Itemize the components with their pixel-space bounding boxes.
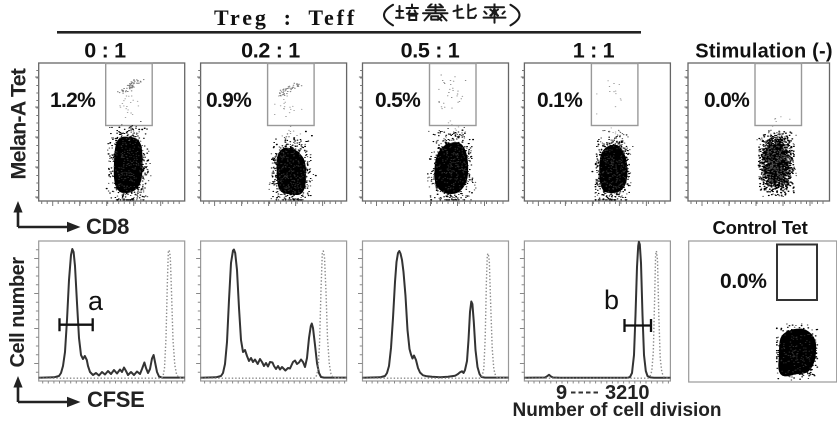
- svg-text:CD8: CD8: [86, 214, 129, 239]
- svg-text:1 : 1: 1 : 1: [573, 39, 615, 63]
- svg-text:0.0%: 0.0%: [720, 270, 767, 293]
- svg-text:1.2%: 1.2%: [50, 89, 96, 112]
- svg-text:Melan-A Tet: Melan-A Tet: [7, 68, 31, 179]
- svg-text:0.2 : 1: 0.2 : 1: [241, 39, 300, 63]
- svg-text:0.5 : 1: 0.5 : 1: [401, 39, 460, 63]
- svg-text:Stimulation (-): Stimulation (-): [695, 41, 832, 63]
- svg-text:Number of cell division: Number of cell division: [512, 400, 721, 421]
- svg-text:Control Tet: Control Tet: [712, 217, 807, 238]
- svg-text:0.9%: 0.9%: [206, 89, 252, 112]
- svg-text:b: b: [604, 285, 619, 315]
- svg-text:9: 9: [556, 382, 567, 404]
- svg-text:a: a: [88, 286, 104, 316]
- svg-text:0.5%: 0.5%: [375, 89, 421, 112]
- svg-text:0.1%: 0.1%: [537, 89, 583, 112]
- svg-text:Treg : Teff: Treg : Teff: [214, 5, 357, 30]
- svg-text:Cell number: Cell number: [7, 257, 29, 368]
- svg-text:3210: 3210: [605, 382, 650, 404]
- svg-text:CFSE: CFSE: [87, 387, 144, 412]
- svg-text:0.0%: 0.0%: [704, 89, 750, 112]
- svg-text:0 : 1: 0 : 1: [84, 39, 126, 63]
